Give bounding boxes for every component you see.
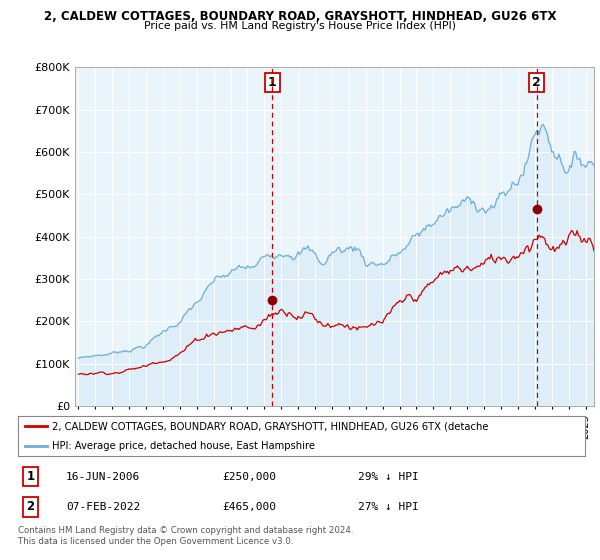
Text: £250,000: £250,000 — [222, 472, 276, 482]
Text: 07-FEB-2022: 07-FEB-2022 — [66, 502, 140, 512]
Text: 27% ↓ HPI: 27% ↓ HPI — [358, 502, 419, 512]
Text: £465,000: £465,000 — [222, 502, 276, 512]
Text: 16-JUN-2006: 16-JUN-2006 — [66, 472, 140, 482]
Text: 2: 2 — [532, 76, 541, 88]
Text: 29% ↓ HPI: 29% ↓ HPI — [358, 472, 419, 482]
Text: 1: 1 — [268, 76, 277, 88]
Text: Contains HM Land Registry data © Crown copyright and database right 2024.
This d: Contains HM Land Registry data © Crown c… — [18, 526, 353, 546]
Text: Price paid vs. HM Land Registry's House Price Index (HPI): Price paid vs. HM Land Registry's House … — [144, 21, 456, 31]
Text: 2, CALDEW COTTAGES, BOUNDARY ROAD, GRAYSHOTT, HINDHEAD, GU26 6TX (detache: 2, CALDEW COTTAGES, BOUNDARY ROAD, GRAYS… — [52, 421, 488, 431]
Text: HPI: Average price, detached house, East Hampshire: HPI: Average price, detached house, East… — [52, 441, 315, 451]
Text: 2: 2 — [26, 500, 35, 514]
Text: 2, CALDEW COTTAGES, BOUNDARY ROAD, GRAYSHOTT, HINDHEAD, GU26 6TX: 2, CALDEW COTTAGES, BOUNDARY ROAD, GRAYS… — [44, 10, 556, 23]
Text: 1: 1 — [26, 470, 35, 483]
